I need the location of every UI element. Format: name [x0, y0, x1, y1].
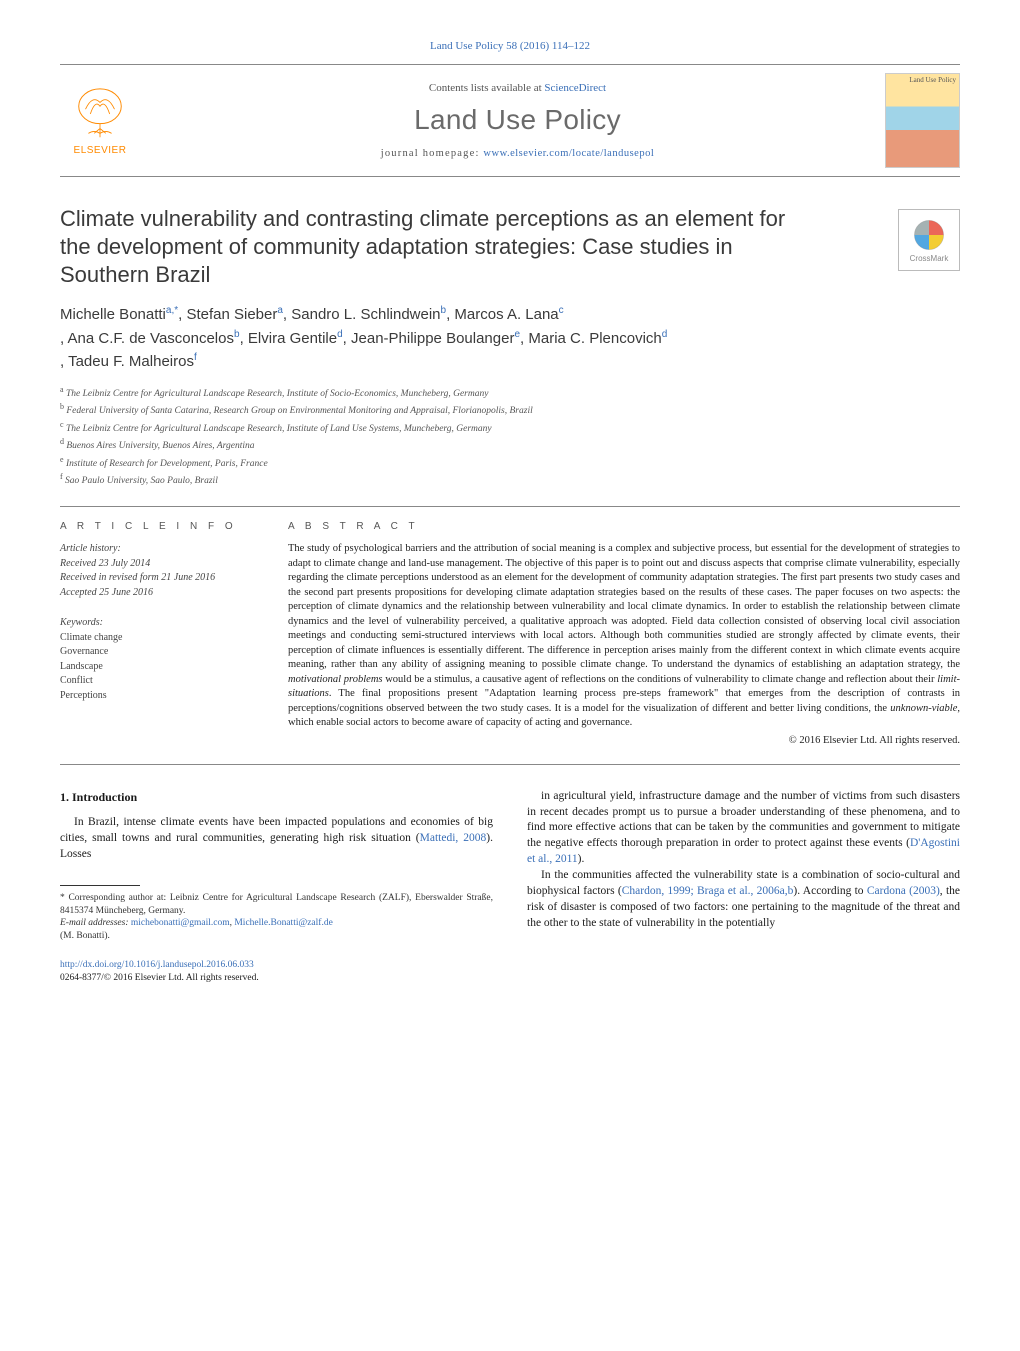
publisher-logo: ELSEVIER	[60, 85, 150, 156]
abstract-heading: A B S T R A C T	[288, 521, 960, 532]
issn-copyright: 0264-8377/© 2016 Elsevier Ltd. All right…	[60, 972, 493, 985]
journal-homepage: journal homepage: www.elsevier.com/locat…	[150, 148, 885, 159]
author: , Maria C. Plencovichd	[520, 330, 667, 347]
author: , Ana C.F. de Vasconcelosb	[60, 330, 240, 347]
body-column-left: 1. Introduction In Brazil, intense clima…	[60, 789, 493, 985]
abstract-copyright: © 2016 Elsevier Ltd. All rights reserved…	[288, 735, 960, 746]
section-divider	[60, 506, 960, 507]
author: , Jean-Philippe Boulangere	[343, 330, 520, 347]
cover-label: Land Use Policy	[909, 76, 956, 84]
contents-available: Contents lists available at ScienceDirec…	[150, 82, 885, 94]
body-paragraph: In the communities affected the vulnerab…	[527, 868, 960, 931]
keywords-block: Keywords: Climate changeGovernanceLandsc…	[60, 616, 260, 703]
affiliation: f Sao Paulo University, Sao Paulo, Brazi…	[60, 471, 960, 488]
article-title: Climate vulnerability and contrasting cl…	[60, 205, 798, 289]
journal-header: ELSEVIER Contents lists available at Sci…	[60, 64, 960, 177]
elsevier-tree-icon	[71, 85, 129, 143]
keywords-label: Keywords:	[60, 616, 260, 631]
affiliation: e Institute of Research for Development,…	[60, 454, 960, 471]
footnote-emails: E-mail addresses: michebonatti@gmail.com…	[60, 917, 493, 930]
article-history: Article history: Received 23 July 2014 R…	[60, 542, 260, 600]
author: , Sandro L. Schlindweinb	[283, 306, 446, 323]
email-link[interactable]: michebonatti@gmail.com	[131, 918, 230, 928]
body-column-right: in agricultural yield, infrastructure da…	[527, 789, 960, 985]
journal-reference: Land Use Policy 58 (2016) 114–122	[60, 40, 960, 52]
author: , Stefan Siebera	[178, 306, 283, 323]
crossmark-label: CrossMark	[910, 254, 949, 263]
affiliation: c The Leibniz Centre for Agricultural La…	[60, 419, 960, 436]
affiliations-list: a The Leibniz Centre for Agricultural La…	[60, 384, 960, 488]
article-info-heading: A R T I C L E I N F O	[60, 521, 260, 532]
contents-prefix: Contents lists available at	[429, 82, 544, 94]
journal-title: Land Use Policy	[150, 104, 885, 136]
journal-cover-thumbnail: Land Use Policy	[885, 73, 960, 168]
footnote-divider	[60, 885, 140, 886]
footnote-corr: * Corresponding author at: Leibniz Centr…	[60, 892, 493, 918]
sciencedirect-link[interactable]: ScienceDirect	[544, 82, 606, 94]
keyword: Perceptions	[60, 689, 260, 704]
authors-list: Michelle Bonattia,*, Stefan Siebera, San…	[60, 303, 960, 374]
section-heading-intro: 1. Introduction	[60, 789, 493, 806]
author: Michelle Bonattia,*	[60, 306, 178, 323]
history-received: Received 23 July 2014	[60, 557, 260, 572]
section-divider	[60, 764, 960, 765]
author: , Marcos A. Lanac	[446, 306, 564, 323]
email-link[interactable]: Michelle.Bonatti@zalf.de	[234, 918, 332, 928]
citation-link[interactable]: Cardona (2003)	[867, 885, 940, 897]
history-revised: Received in revised form 21 June 2016	[60, 571, 260, 586]
abstract-text: The study of psychological barriers and …	[288, 542, 960, 730]
homepage-link[interactable]: www.elsevier.com/locate/landusepol	[483, 148, 654, 159]
doi-link[interactable]: http://dx.doi.org/10.1016/j.landusepol.2…	[60, 960, 254, 970]
history-accepted: Accepted 25 June 2016	[60, 586, 260, 601]
footnote-author: (M. Bonatti).	[60, 930, 493, 943]
body-paragraph: In Brazil, intense climate events have b…	[60, 815, 493, 863]
body-paragraph: in agricultural yield, infrastructure da…	[527, 789, 960, 868]
keyword: Climate change	[60, 631, 260, 646]
homepage-prefix: journal homepage:	[381, 148, 484, 159]
crossmark-icon	[912, 218, 946, 252]
doi-block: http://dx.doi.org/10.1016/j.landusepol.2…	[60, 959, 493, 985]
affiliation: b Federal University of Santa Catarina, …	[60, 401, 960, 418]
publisher-name: ELSEVIER	[74, 145, 127, 156]
citation-link[interactable]: Mattedi, 2008	[420, 832, 487, 844]
affiliation: a The Leibniz Centre for Agricultural La…	[60, 384, 960, 401]
keyword: Governance	[60, 645, 260, 660]
citation-link[interactable]: Chardon, 1999; Braga et al., 2006a,b	[622, 885, 794, 897]
author: , Elvira Gentiled	[240, 330, 343, 347]
author: , Tadeu F. Malheirosf	[60, 353, 197, 370]
keyword: Conflict	[60, 674, 260, 689]
keyword: Landscape	[60, 660, 260, 675]
affiliation: d Buenos Aires University, Buenos Aires,…	[60, 436, 960, 453]
crossmark-badge[interactable]: CrossMark	[898, 209, 960, 271]
corresponding-author-footnote: * Corresponding author at: Leibniz Centr…	[60, 892, 493, 943]
history-label: Article history:	[60, 542, 260, 557]
